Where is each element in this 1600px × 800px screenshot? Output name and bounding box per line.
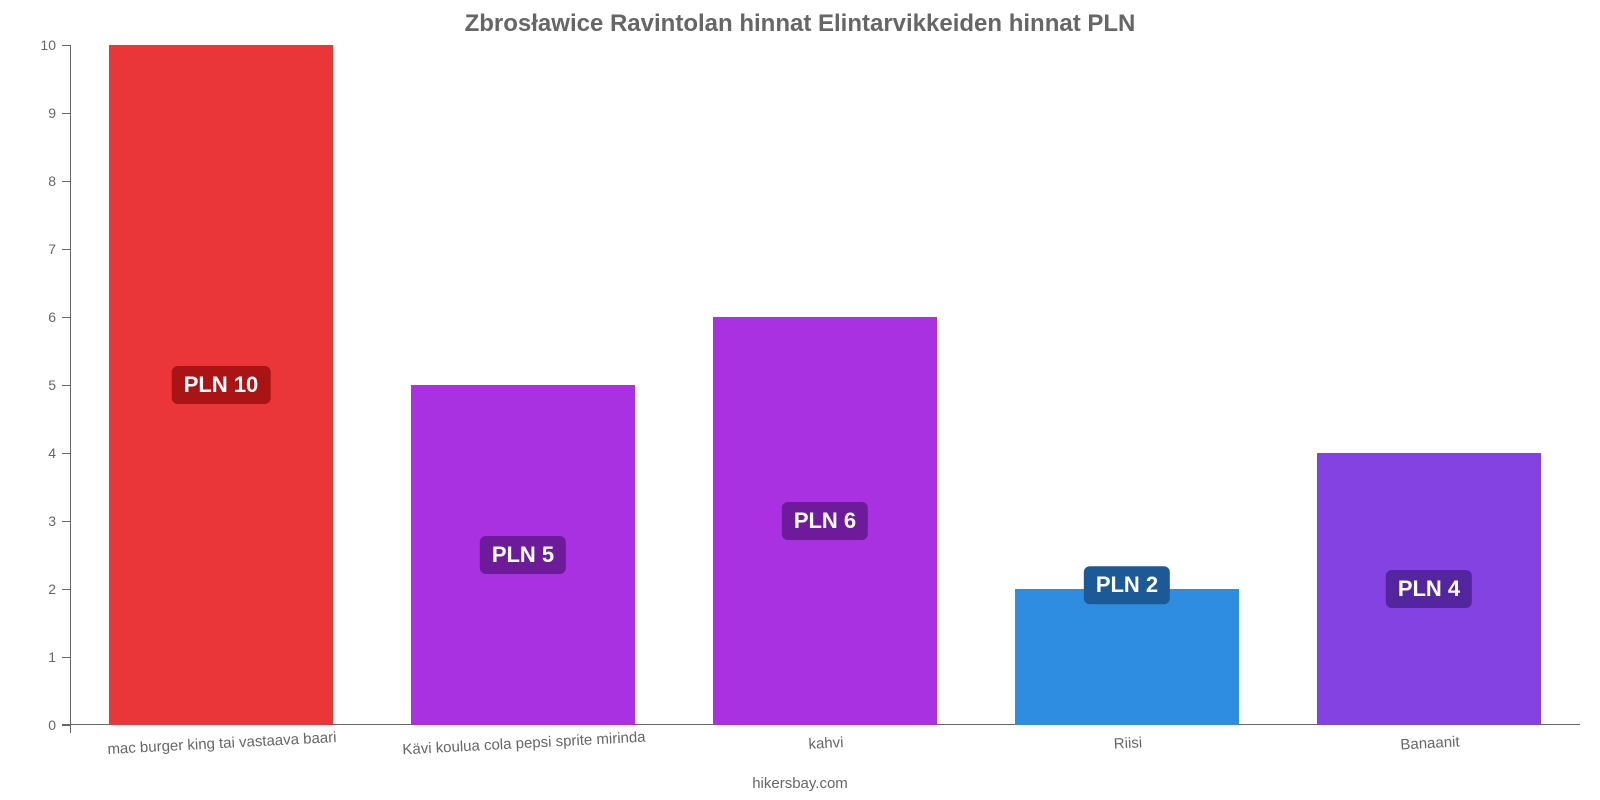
ytick: 1 — [48, 649, 70, 665]
ytick: 0 — [48, 717, 70, 733]
ytick: 7 — [48, 241, 70, 257]
ytick: 8 — [48, 173, 70, 189]
bar-slot: PLN 6 — [674, 45, 976, 725]
bar: PLN 6 — [713, 317, 936, 725]
bar-slot: PLN 10 — [70, 45, 372, 725]
ytick: 2 — [48, 581, 70, 597]
ytick: 5 — [48, 377, 70, 393]
bar-slot: PLN 2 — [976, 45, 1278, 725]
ytick: 9 — [48, 105, 70, 121]
value-badge: PLN 2 — [1084, 566, 1170, 604]
bar: PLN 5 — [411, 385, 634, 725]
bar-slot: PLN 5 — [372, 45, 674, 725]
ytick: 6 — [48, 309, 70, 325]
chart-credit: hikersbay.com — [0, 775, 1600, 792]
price-bar-chart: Zbrosławice Ravintolan hinnat Elintarvik… — [0, 0, 1600, 800]
bar-slot: PLN 4 — [1278, 45, 1580, 725]
chart-title: Zbrosławice Ravintolan hinnat Elintarvik… — [0, 10, 1600, 38]
x-labels-row: mac burger king tai vastaava baari Kävi … — [70, 725, 1580, 752]
value-badge: PLN 10 — [172, 366, 271, 404]
ytick: 3 — [48, 513, 70, 529]
ytick: 10 — [40, 37, 70, 53]
bar: PLN 10 — [109, 45, 332, 725]
value-badge: PLN 4 — [1386, 570, 1472, 608]
value-badge: PLN 6 — [782, 502, 868, 540]
bar: PLN 2 — [1015, 589, 1238, 725]
bars-row: PLN 10 PLN 5 PLN 6 PLN 2 PLN 4 — [70, 45, 1580, 725]
plot-area: 0 1 2 3 4 5 6 7 8 9 10 PLN 10 PLN 5 PLN — [70, 45, 1580, 725]
bar: PLN 4 — [1317, 453, 1540, 725]
value-badge: PLN 5 — [480, 536, 566, 574]
ytick: 4 — [48, 445, 70, 461]
